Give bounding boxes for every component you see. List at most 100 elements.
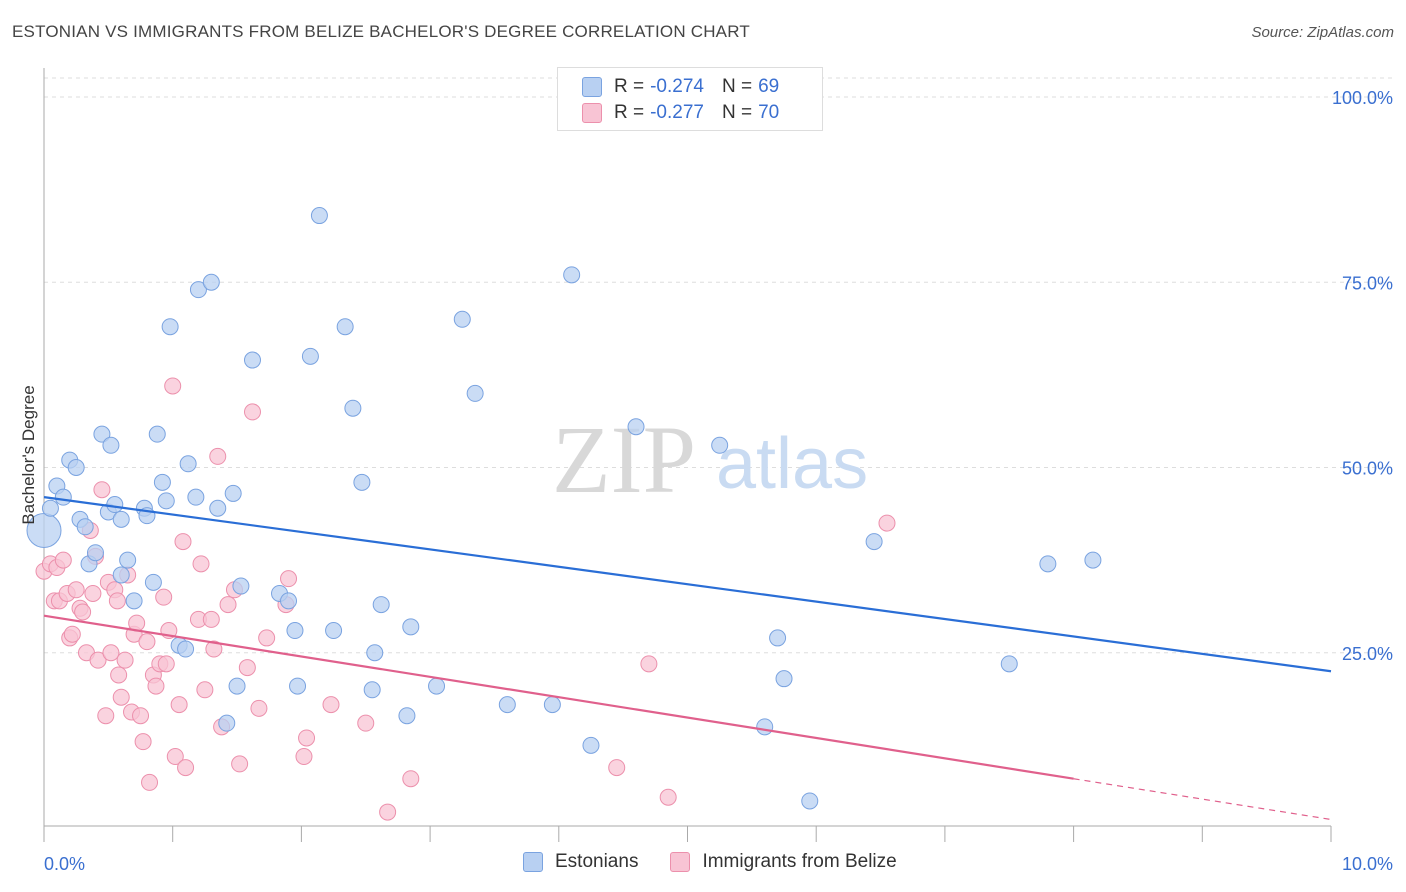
data-point [177,640,195,658]
data-point [89,651,107,669]
tick-labels: 25.0% 50.0% 75.0% 100.0% 0.0% 10.0% [44,88,1393,874]
data-point [74,603,92,621]
data-point [295,747,313,765]
data-point [363,681,381,699]
data-point [189,281,207,299]
data-point [157,492,175,510]
legend-swatch-belize [582,103,602,123]
series-estonians-points [26,207,1102,810]
x-tick-label: 10.0% [1342,854,1393,874]
data-point [563,266,581,284]
data-point [353,473,371,491]
data-point [1039,555,1057,573]
data-point [453,310,471,328]
data-point [402,770,420,788]
data-point [93,425,111,443]
data-point [238,659,256,677]
legend-item-belize[interactable]: Immigrants from Belize [670,851,897,873]
data-point [228,677,246,695]
data-point [543,696,561,714]
y-axis-label: Bachelor's Degree [19,385,38,524]
data-point [1084,551,1102,569]
trend-lines [43,496,1332,821]
data-point [86,544,104,562]
data-point [582,736,600,754]
data-point [232,577,250,595]
data-point [865,533,883,551]
data-point [280,592,298,610]
data-point [258,629,276,647]
chart-title: ESTONIAN VS IMMIGRANTS FROM BELIZE BACHE… [12,22,750,41]
legend-n-value-belize: 70 [758,102,780,123]
data-point [218,714,236,732]
data-point [192,555,210,573]
data-point [756,718,774,736]
watermark-zip: ZIP [552,406,696,513]
correlation-legend: R = -0.274 N = 69 R = -0.277 N = 70 [557,67,823,131]
legend-swatch-estonians [582,77,602,97]
legend-label-estonians: Estonians [555,851,639,872]
legend-n-label: N = [721,102,753,123]
axes [43,68,1332,842]
data-point [125,592,143,610]
y-tick-label: 50.0% [1342,459,1393,479]
data-point [63,625,81,643]
data-point [627,418,645,436]
data-point [205,640,223,658]
data-point [289,677,307,695]
series-belize-points [35,377,896,821]
data-point [187,488,205,506]
data-point [243,403,261,421]
data-point [93,481,111,499]
data-point [250,699,268,717]
data-point [322,696,340,714]
x-tick-label: 0.0% [44,854,85,874]
data-point [132,707,150,725]
data-point [106,496,124,514]
data-point [116,651,134,669]
data-point [344,399,362,417]
data-point [202,273,220,291]
legend-r-value-estonians: -0.274 [650,76,704,97]
data-point [147,677,165,695]
data-point [155,588,173,606]
series-legend: Estonians Immigrants from Belize [523,851,929,873]
data-point [144,573,162,591]
data-point [466,384,484,402]
data-point [608,759,626,777]
data-point [372,596,390,614]
legend-item-estonians[interactable]: Estonians [523,851,638,873]
legend-swatch-estonians [523,852,543,872]
data-point [170,696,188,714]
data-point [108,592,126,610]
legend-label-belize: Immigrants from Belize [702,851,897,872]
data-point [310,207,328,225]
data-point [112,510,130,528]
data-point [157,655,175,673]
data-point [153,473,171,491]
data-point [428,677,446,695]
y-tick-label: 100.0% [1332,88,1393,108]
data-point [357,714,375,732]
data-point [325,622,343,640]
data-point [67,581,85,599]
data-point [112,566,130,584]
trend-line-belize [43,614,1074,780]
legend-r-value-belize: -0.277 [650,102,704,123]
trend-line-estonians [43,496,1332,673]
data-point [119,551,137,569]
data-point [67,459,85,476]
data-point [209,499,227,517]
legend-row-estonians: R = -0.274 N = 69 [582,74,779,100]
data-point [298,729,316,747]
data-point [166,747,184,765]
data-point [219,596,237,614]
legend-swatch-belize [670,852,691,872]
data-point [775,670,793,688]
data-point [659,788,677,806]
data-point [801,792,819,810]
y-tick-label: 75.0% [1342,273,1393,293]
y-tick-label: 25.0% [1342,644,1393,664]
legend-n-value-estonians: 69 [758,76,780,97]
